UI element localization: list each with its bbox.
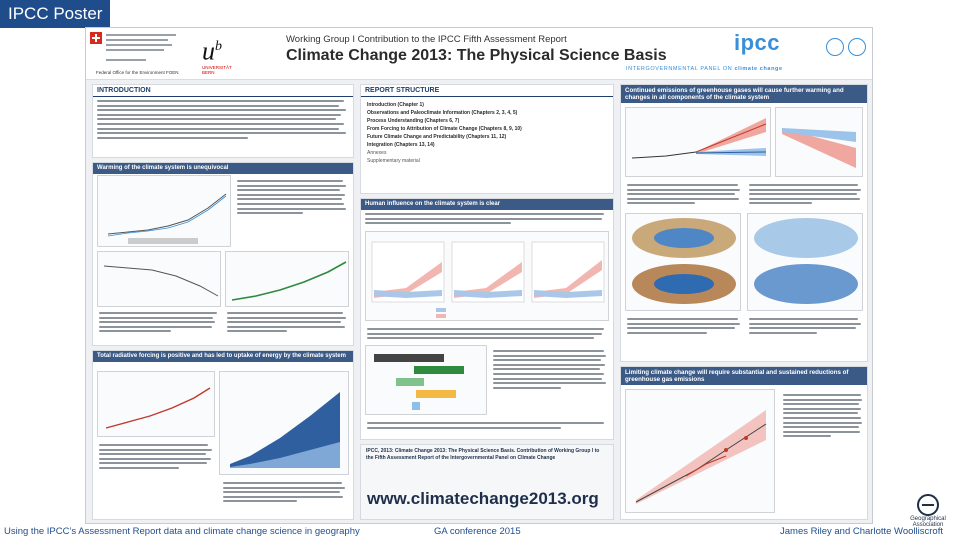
precipitation-change-maps (625, 213, 741, 311)
sea-ice-sketch (103, 265, 219, 297)
poster-header: Federal Office for the Environment FOEN … (86, 28, 872, 80)
ocean-warming-text (219, 479, 351, 508)
introduction-text (93, 97, 353, 144)
ipcc-logo: ipcc (734, 32, 794, 62)
unibe-text: UNIVERSITÄT BERN (202, 64, 232, 75)
projected-temperature-sketch (631, 118, 767, 159)
toc-item: Process Understanding (Chapters 6, 7) (367, 118, 460, 124)
swiss-confederation-logo: Federal Office for the Environment FOEN (90, 32, 190, 76)
slide-title: IPCC Poster (0, 0, 111, 28)
ocean-ph-maps-sketch (754, 218, 858, 304)
projected-temperature-figure (625, 107, 771, 177)
co2-sketch (105, 387, 211, 429)
citation-box: IPCC, 2013: Climate Change 2013: The Phy… (360, 444, 614, 520)
sea-ice-extent-sketch (782, 128, 856, 168)
report-structure-box: REPORT STRUCTURE Introduction (Chapter 1… (360, 84, 614, 194)
toc-item: Integration (Chapters 13, 14) (367, 142, 435, 148)
limiting-climate-change-heading: Limiting climate change will require sub… (621, 367, 867, 385)
co2-concentration-figure (97, 371, 215, 437)
co2-text (95, 441, 217, 475)
sea-level-text (223, 309, 351, 338)
toc-item: Future Climate Change and Predictability… (367, 134, 507, 140)
radiative-forcing-box: Total radiative forcing is positive and … (92, 350, 354, 520)
introduction-title: INTRODUCTION (93, 85, 353, 97)
continental-warming-text (363, 419, 613, 434)
report-structure-title: REPORT STRUCTURE (361, 85, 613, 97)
partner-logos (826, 38, 866, 56)
cumulative-emissions-sketch (635, 410, 767, 504)
ocean-acidification-text (745, 315, 867, 339)
future-warming-heading: Continued emissions of greenhouse gases … (621, 85, 867, 103)
footer-right-text: James Riley and Charlotte Woolliscroft (780, 526, 943, 537)
unep-logo (848, 38, 866, 56)
warming-box: Warming of the climate system is unequiv… (92, 162, 354, 346)
warming-heading: Warming of the climate system is unequiv… (93, 163, 353, 174)
foen-label: Federal Office for the Environment FOEN (96, 70, 179, 75)
slide-footer: Using the IPCC’s Assessment Report data … (0, 526, 960, 540)
ocean-ph-maps (747, 213, 863, 311)
poster-main-title: Climate Change 2013: The Physical Scienc… (286, 47, 667, 64)
toc-item: Observations and Paleoclimate Informatio… (367, 110, 518, 116)
precipitation-text (623, 315, 745, 339)
attribution-sketch (371, 241, 605, 318)
human-influence-heading: Human influence on the climate system is… (361, 199, 613, 210)
report-structure-list: Introduction (Chapter 1) Observations an… (361, 97, 613, 169)
toc-item: Annexes (367, 150, 387, 156)
toc-item: Introduction (Chapter 1) (367, 102, 424, 108)
ipcc-strapline: INTERGOVERNMENTAL PANEL ON climate chang… (626, 66, 783, 72)
footer-center-text: GA conference 2015 (434, 526, 521, 537)
footer-left-text: Using the IPCC’s Assessment Report data … (4, 526, 360, 537)
arctic-sea-ice-figure (97, 251, 221, 307)
university-bern-logo: ub UNIVERSITÄT BERN (202, 34, 242, 76)
temperature-projection-text (623, 181, 745, 210)
report-url: www.climatechange2013.org (367, 489, 599, 508)
wmo-logo (826, 38, 844, 56)
energy-sketch (230, 392, 340, 468)
cryosphere-text (95, 309, 223, 338)
attribution-bars-sketch (374, 354, 464, 410)
surface-temperature-sketch (107, 193, 227, 244)
globe-icon (917, 494, 939, 516)
sea-level-figure (225, 251, 349, 307)
precipitation-maps-sketch (632, 218, 736, 304)
sea-level-sketch (231, 261, 347, 301)
human-influence-box: Human influence on the climate system is… (360, 198, 614, 440)
introduction-box: INTRODUCTION (92, 84, 354, 158)
radiative-forcing-heading: Total radiative forcing is positive and … (93, 351, 353, 362)
human-influence-text (361, 210, 613, 230)
attribution-text (363, 325, 613, 345)
emissions-text (779, 391, 867, 443)
limiting-climate-change-box: Limiting climate change will require sub… (620, 366, 868, 520)
warming-attribution-bars (365, 345, 487, 415)
attribution-summary-text (489, 347, 611, 394)
energy-accumulation-figure (219, 371, 349, 475)
citation-text: IPCC, 2013: Climate Change 2013: The Phy… (366, 448, 600, 461)
ipcc-wordmark: ipcc (734, 30, 781, 55)
warming-text (233, 177, 351, 220)
ipcc-poster: Federal Office for the Environment FOEN … (85, 27, 873, 524)
working-group-title: Working Group I Contribution to the IPCC… (286, 34, 567, 45)
geographical-association-logo: Geographical Association (900, 494, 956, 528)
surface-temperature-figure (97, 175, 231, 247)
cumulative-emissions-figure (625, 389, 775, 513)
toc-item: From Forcing to Attribution of Climate C… (367, 126, 522, 132)
swiss-flag-icon (90, 32, 102, 44)
future-warming-box: Continued emissions of greenhouse gases … (620, 84, 868, 362)
sea-ice-extent-figure (775, 107, 863, 177)
sea-ice-text (745, 181, 867, 210)
observed-vs-simulated-figure (365, 231, 609, 321)
toc-item: Supplementary material (367, 158, 420, 164)
